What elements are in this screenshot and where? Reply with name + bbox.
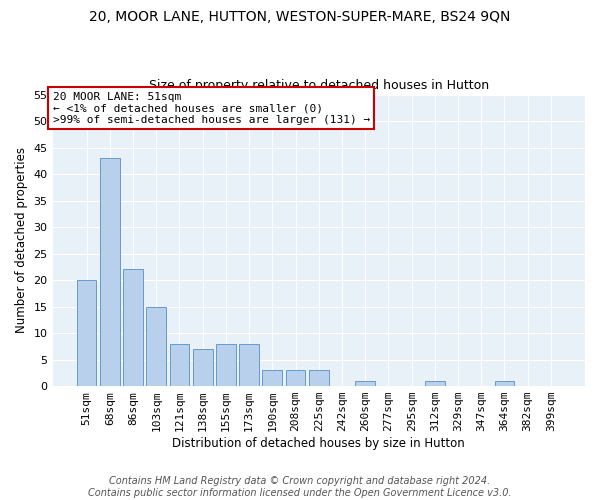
Bar <box>286 370 305 386</box>
Bar <box>146 306 166 386</box>
Text: 20, MOOR LANE, HUTTON, WESTON-SUPER-MARE, BS24 9QN: 20, MOOR LANE, HUTTON, WESTON-SUPER-MARE… <box>89 10 511 24</box>
Title: Size of property relative to detached houses in Hutton: Size of property relative to detached ho… <box>149 79 489 92</box>
X-axis label: Distribution of detached houses by size in Hutton: Distribution of detached houses by size … <box>172 437 465 450</box>
Y-axis label: Number of detached properties: Number of detached properties <box>15 148 28 334</box>
Text: 20 MOOR LANE: 51sqm
← <1% of detached houses are smaller (0)
>99% of semi-detach: 20 MOOR LANE: 51sqm ← <1% of detached ho… <box>53 92 370 125</box>
Bar <box>262 370 282 386</box>
Bar <box>494 381 514 386</box>
Text: Contains HM Land Registry data © Crown copyright and database right 2024.
Contai: Contains HM Land Registry data © Crown c… <box>88 476 512 498</box>
Bar <box>123 270 143 386</box>
Bar <box>216 344 236 386</box>
Bar <box>100 158 119 386</box>
Bar <box>170 344 190 386</box>
Bar <box>239 344 259 386</box>
Bar <box>193 349 212 386</box>
Bar <box>355 381 375 386</box>
Bar <box>309 370 329 386</box>
Bar <box>77 280 97 386</box>
Bar <box>425 381 445 386</box>
